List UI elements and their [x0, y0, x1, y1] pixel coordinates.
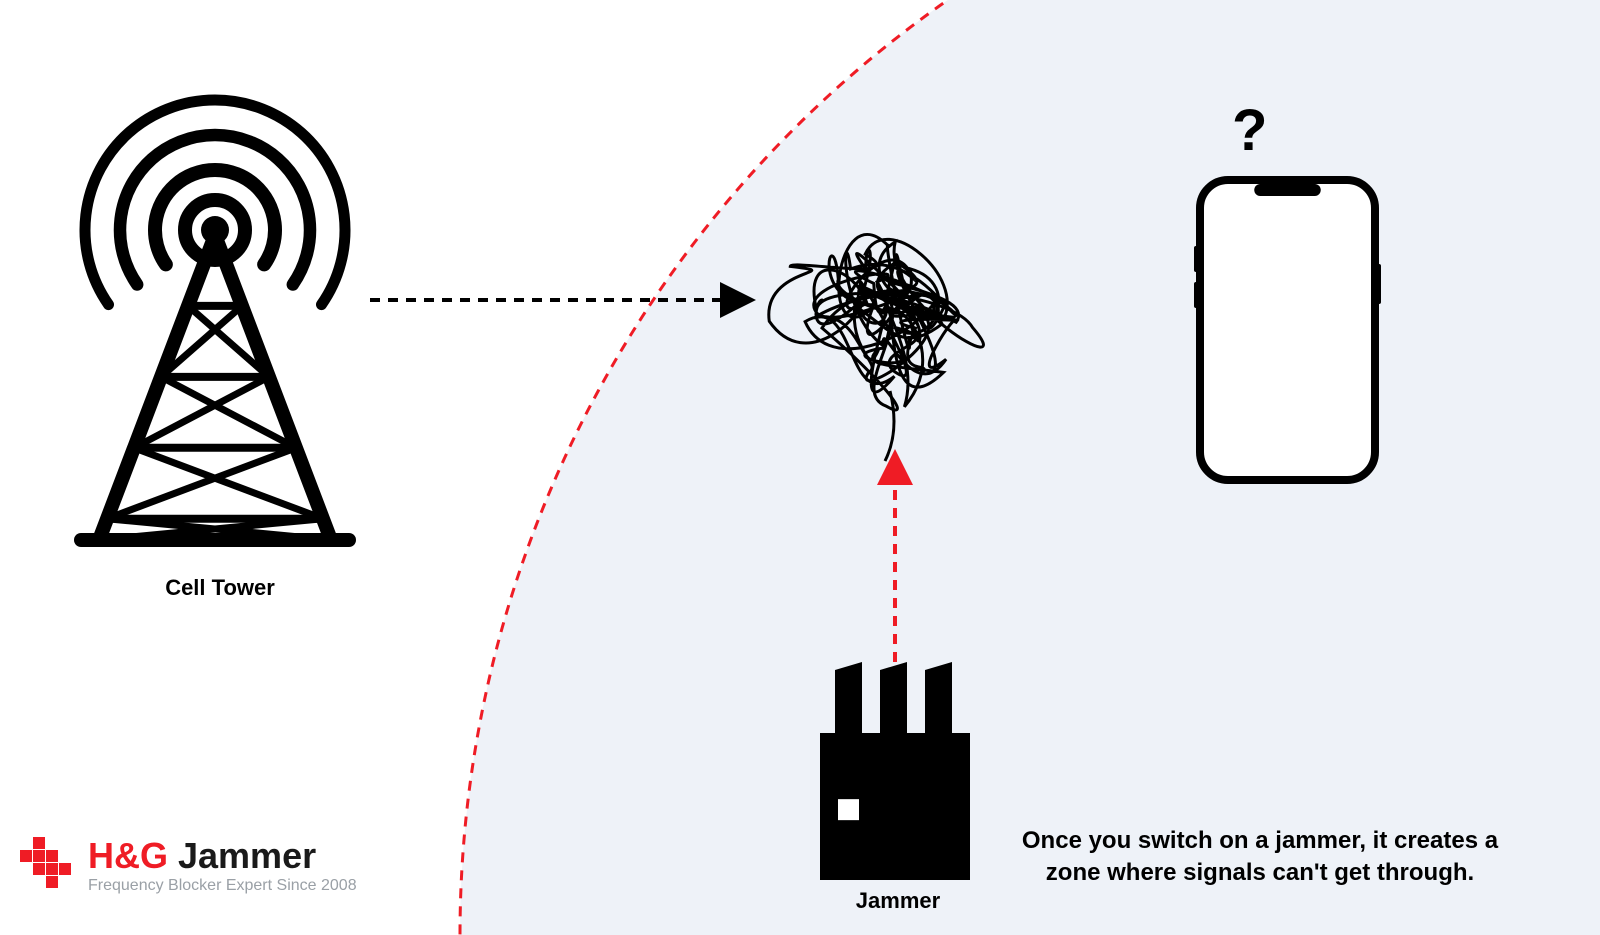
brand-name: H&G Jammer: [88, 835, 357, 877]
description-line2: zone where signals can't get through.: [1046, 859, 1474, 886]
brand-name-red: H&G: [88, 835, 168, 876]
jammer-label: Jammer: [848, 888, 948, 914]
question-mark-icon: ?: [1232, 97, 1267, 164]
brand-tagline: Frequency Blocker Expert Since 2008: [88, 877, 357, 895]
diagram-svg: [0, 0, 1600, 935]
diagram-canvas: Cell Tower Jammer ? Once you switch on a…: [0, 0, 1600, 935]
description-text: Once you switch on a jammer, it creates …: [980, 825, 1540, 890]
brand-logo: H&G Jammer Frequency Blocker Expert Sinc…: [20, 835, 357, 895]
cell-tower-icon: [81, 100, 349, 540]
cell-tower-label: Cell Tower: [145, 575, 295, 601]
jammer-device-icon: [820, 662, 970, 880]
phone-icon: [1194, 180, 1381, 480]
brand-logo-text: H&G Jammer Frequency Blocker Expert Sinc…: [88, 835, 357, 895]
description-line1: Once you switch on a jammer, it creates …: [1022, 827, 1498, 854]
jammer-zone-fill: [460, 0, 1600, 935]
brand-logo-mark-icon: [20, 837, 76, 893]
brand-name-black: Jammer: [168, 835, 316, 876]
